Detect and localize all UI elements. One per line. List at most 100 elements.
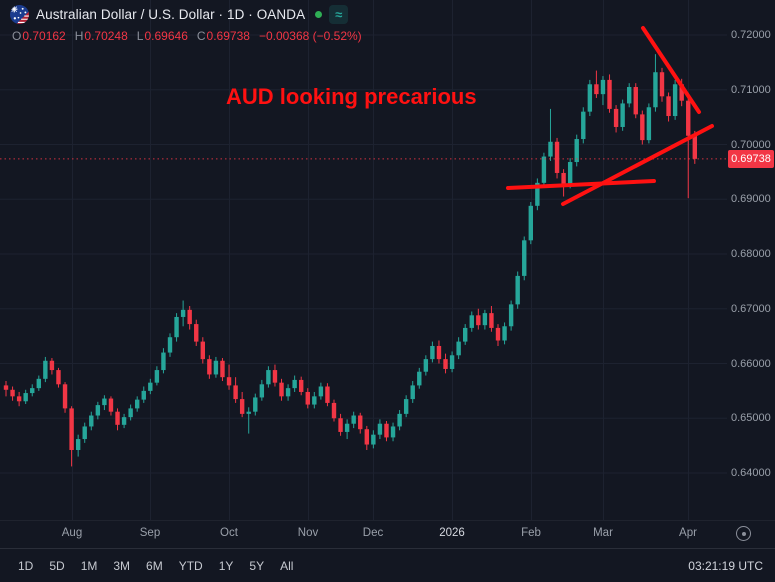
candle[interactable]	[430, 341, 435, 363]
candle[interactable]	[43, 356, 48, 383]
candle[interactable]	[436, 340, 442, 364]
time-axis-label-oct[interactable]: Oct	[220, 527, 238, 539]
candle[interactable]	[351, 411, 356, 429]
candle[interactable]	[633, 83, 638, 119]
candle[interactable]	[3, 381, 9, 397]
chart-pane[interactable]: Australian Dollar / U.S. Dollar · 1D · O…	[0, 0, 727, 520]
candle[interactable]	[574, 134, 579, 167]
time-axis-label-aug[interactable]: Aug	[61, 527, 83, 539]
candle[interactable]	[207, 355, 212, 379]
time-axis-label-apr[interactable]: Apr	[679, 527, 697, 539]
candle[interactable]	[561, 169, 566, 197]
candle[interactable]	[620, 99, 625, 131]
candle[interactable]	[318, 382, 324, 400]
trendline-drawing[interactable]	[506, 179, 656, 190]
candle[interactable]	[194, 319, 199, 346]
candle[interactable]	[515, 271, 520, 309]
candle[interactable]	[299, 376, 304, 396]
candle[interactable]	[613, 105, 619, 133]
candle[interactable]	[646, 103, 652, 144]
candle[interactable]	[279, 378, 284, 401]
candle[interactable]	[554, 137, 560, 179]
candle[interactable]	[463, 324, 468, 345]
candle[interactable]	[535, 178, 540, 211]
candle[interactable]	[272, 364, 278, 387]
candle[interactable]	[666, 92, 671, 122]
candle[interactable]	[108, 396, 114, 416]
candle[interactable]	[10, 386, 15, 401]
range-button-1m[interactable]: 1M	[80, 558, 98, 573]
candle[interactable]	[495, 324, 501, 346]
trendline-drawing[interactable]	[561, 124, 714, 206]
candle[interactable]	[161, 348, 166, 374]
trendline-drawing[interactable]	[641, 26, 701, 114]
candle[interactable]	[167, 333, 173, 357]
candle[interactable]	[56, 367, 61, 388]
utc-clock[interactable]: 03:21:19 UTC	[688, 558, 763, 573]
candle[interactable]	[338, 413, 343, 436]
candle[interactable]	[141, 386, 146, 403]
candle[interactable]	[371, 430, 376, 449]
range-button-3m[interactable]: 3M	[113, 558, 131, 573]
candle[interactable]	[36, 375, 41, 391]
candle[interactable]	[541, 152, 547, 188]
candle[interactable]	[325, 383, 330, 407]
candle[interactable]	[469, 311, 474, 332]
candle[interactable]	[489, 306, 494, 332]
range-button-all[interactable]: All	[280, 558, 294, 573]
candle[interactable]	[95, 401, 101, 420]
time-axis-label-sep[interactable]: Sep	[139, 527, 161, 539]
candle[interactable]	[397, 410, 402, 431]
candle[interactable]	[30, 384, 35, 397]
chart-annotation[interactable]: AUD looking precarious	[226, 84, 477, 109]
candle[interactable]	[128, 404, 133, 421]
range-button-6m[interactable]: 6M	[146, 558, 163, 573]
candle[interactable]	[331, 399, 337, 422]
candle[interactable]	[102, 395, 107, 411]
candle[interactable]	[364, 425, 369, 451]
candle[interactable]	[443, 353, 448, 374]
candle[interactable]	[246, 407, 251, 434]
candle[interactable]	[672, 79, 678, 120]
candle[interactable]	[187, 306, 192, 330]
candle[interactable]	[23, 389, 28, 405]
candle[interactable]	[148, 378, 153, 395]
candle[interactable]	[16, 391, 22, 407]
candle[interactable]	[502, 322, 507, 345]
candle[interactable]	[62, 382, 68, 413]
candle[interactable]	[594, 70, 599, 98]
candle[interactable]	[653, 54, 658, 112]
candle[interactable]	[174, 313, 179, 342]
candle[interactable]	[69, 406, 74, 467]
candle[interactable]	[508, 300, 514, 331]
candle[interactable]	[233, 377, 238, 403]
candle[interactable]	[403, 395, 409, 418]
time-axis-label-feb[interactable]: Feb	[521, 527, 541, 539]
price-axis[interactable]: 0.69738 0.72000 0.71000 0.70000 0.69000 0.68…	[727, 0, 775, 520]
candle[interactable]	[213, 356, 219, 378]
candle[interactable]	[312, 391, 317, 409]
candle[interactable]	[482, 309, 488, 330]
range-button-1d[interactable]: 1D	[18, 558, 34, 573]
candle[interactable]	[449, 351, 455, 373]
candle[interactable]	[180, 300, 186, 327]
candle[interactable]	[659, 67, 665, 102]
candle[interactable]	[640, 110, 645, 145]
candle[interactable]	[476, 308, 481, 330]
candle[interactable]	[410, 381, 415, 403]
candle[interactable]	[121, 413, 127, 429]
time-axis-label-dec[interactable]: Dec	[362, 527, 384, 539]
candle[interactable]	[600, 76, 606, 106]
candlestick-chart[interactable]	[0, 0, 727, 520]
candle[interactable]	[384, 420, 389, 442]
candle[interactable]	[627, 83, 632, 108]
candle[interactable]	[49, 358, 55, 375]
range-button-ytd[interactable]: YTD	[178, 558, 203, 573]
candle[interactable]	[587, 79, 593, 117]
range-button-5y[interactable]: 5Y	[249, 558, 265, 573]
time-axis-label-2026[interactable]: 2026	[439, 527, 465, 539]
candle[interactable]	[548, 108, 553, 161]
candle[interactable]	[115, 408, 120, 431]
candle[interactable]	[581, 107, 586, 144]
candle[interactable]	[285, 384, 291, 401]
